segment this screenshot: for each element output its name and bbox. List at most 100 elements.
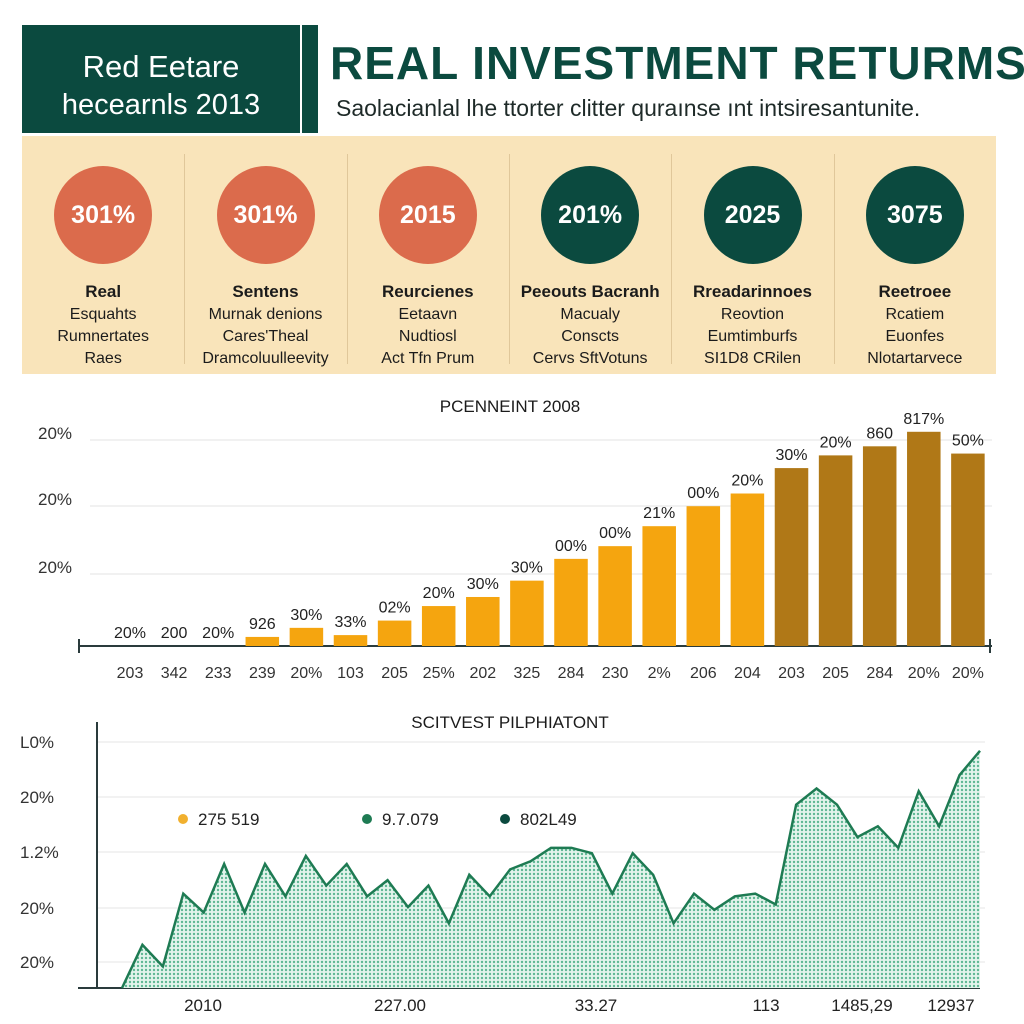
bar bbox=[554, 558, 588, 646]
x-tick-label: 284 bbox=[866, 665, 893, 682]
x-tick-label: 205 bbox=[381, 665, 408, 682]
y-tick-label: 1.2% bbox=[20, 843, 59, 862]
bar-value-label: 30% bbox=[467, 576, 499, 593]
stat-card: 301% Real Esquahts Rumnertates Raes bbox=[26, 152, 181, 367]
x-tick-label: 1485,29 bbox=[831, 996, 892, 1015]
bar-value-label: 30% bbox=[290, 607, 322, 624]
legend-marker bbox=[362, 814, 372, 824]
stat-title: Real bbox=[85, 282, 122, 301]
bar bbox=[686, 506, 721, 646]
stat-line: Murnak denions bbox=[208, 306, 323, 323]
y-tick-label: 20% bbox=[20, 899, 54, 918]
stat-separator bbox=[346, 154, 348, 364]
badge-line-2: hecearnls 2013 bbox=[61, 89, 261, 121]
x-tick-label: 205 bbox=[822, 665, 849, 682]
page-subtitle: Saolacianlal lhe ttorter clitter quraıns… bbox=[336, 95, 921, 121]
stat-line: Macualy bbox=[560, 306, 620, 323]
x-tick-label: 20% bbox=[952, 665, 984, 682]
stat-line: Dramcoluulleevity bbox=[202, 350, 329, 367]
bar-value-label: 02% bbox=[379, 600, 411, 617]
legend-marker bbox=[500, 814, 510, 824]
bar bbox=[510, 580, 544, 646]
bar bbox=[642, 526, 676, 646]
x-tick-label: 20% bbox=[908, 665, 940, 682]
stat-line: Conscts bbox=[561, 328, 620, 345]
stat-line: SI1D8 CRilen bbox=[704, 350, 801, 367]
bar bbox=[862, 446, 897, 646]
header-accent-bar bbox=[302, 25, 318, 133]
stat-line: Euonfes bbox=[885, 328, 945, 345]
x-tick-label: 325 bbox=[514, 665, 541, 682]
y-tick-label: 20% bbox=[38, 558, 72, 577]
stat-line: Nlotartarvece bbox=[867, 350, 963, 367]
x-tick-label: 239 bbox=[249, 665, 276, 682]
bar-value-label: 30% bbox=[511, 560, 543, 577]
bar bbox=[466, 596, 500, 646]
area-fill bbox=[122, 750, 980, 988]
bar-value-label: 926 bbox=[249, 616, 276, 633]
stat-value-circle: 2015 bbox=[378, 166, 477, 264]
bar bbox=[907, 431, 941, 646]
bar bbox=[598, 546, 632, 646]
stat-title: Reetroee bbox=[878, 282, 952, 301]
series-line bbox=[120, 749, 981, 989]
stat-line: Eumtimburfs bbox=[707, 328, 798, 345]
x-tick-label: 103 bbox=[337, 665, 364, 682]
bar-value-label: 33% bbox=[334, 614, 366, 631]
stat-card: 2015 Reurcienes Eetaavn Nudtiosl Act Tfn Pru… bbox=[350, 152, 505, 367]
stat-separator bbox=[509, 154, 510, 364]
x-tick-label: 284 bbox=[558, 665, 585, 682]
x-tick-label: 342 bbox=[161, 665, 188, 682]
stat-separator bbox=[833, 154, 835, 364]
bar bbox=[730, 493, 765, 646]
bar-value-label: 20% bbox=[731, 473, 763, 490]
stat-title: Reurcienes bbox=[381, 282, 474, 301]
y-tick-label: 20% bbox=[20, 953, 54, 972]
y-tick-label: L0% bbox=[20, 733, 54, 752]
legend-marker bbox=[178, 814, 188, 824]
stat-line: Rcatiem bbox=[885, 306, 945, 323]
bar bbox=[333, 635, 368, 646]
bar-value-label: 50% bbox=[952, 433, 984, 450]
page-title: REAL INVESTMENT RETURMS bbox=[330, 37, 1024, 89]
stat-value-circle: 3075 bbox=[865, 166, 964, 264]
bar-value-label: 00% bbox=[687, 485, 719, 502]
bar-value-label: 30% bbox=[775, 447, 807, 464]
stat-line: Esquahts bbox=[69, 306, 137, 323]
stat-line: Reovtion bbox=[720, 306, 785, 323]
x-tick-label: 203 bbox=[778, 665, 805, 682]
bar bbox=[774, 468, 809, 646]
bar bbox=[951, 453, 985, 646]
stat-line: Raes bbox=[84, 350, 122, 367]
stat-title: Rreadarinnoes bbox=[692, 282, 813, 301]
bar-value-label: 860 bbox=[866, 425, 893, 442]
bar-value-label: 200 bbox=[161, 625, 188, 642]
x-tick-label: 202 bbox=[469, 665, 496, 682]
legend-label: 275 519 bbox=[198, 810, 259, 829]
bar bbox=[245, 636, 280, 646]
y-tick-label: 20% bbox=[20, 788, 54, 807]
header-badge: Red Eetare hecearnls 2013 bbox=[22, 25, 300, 133]
x-tick-label: 20% bbox=[290, 665, 322, 682]
stat-card: 3075 Reetroee Rcatiem Euonfes Nlotartarvece bbox=[837, 152, 992, 367]
chart-title: SCITVEST PILPHIATONT bbox=[411, 713, 608, 732]
chart-title: PCENNEINT 2008 bbox=[440, 397, 580, 416]
bar-value-label: 817% bbox=[903, 411, 944, 428]
stat-title: Sentens bbox=[232, 282, 299, 301]
stat-card: 301% Sentens Murnak denions Cares'Theal Dram… bbox=[188, 152, 343, 367]
bar-value-label: 21% bbox=[643, 505, 675, 522]
x-tick-label: 233 bbox=[205, 665, 232, 682]
y-tick-label: 20% bbox=[38, 490, 72, 509]
stat-line: Eetaavn bbox=[398, 306, 458, 323]
stat-card: 201% Peeouts Bacranh Macualy Conscts Cervs S… bbox=[513, 152, 668, 367]
bar-chart: PCENNEINT 2008 20% 20% 20% 20% 203 200 342 20% 23… bbox=[38, 397, 992, 682]
x-tick-label: 230 bbox=[602, 665, 629, 682]
stat-value-circle: 301% bbox=[216, 166, 315, 264]
x-tick-label: 113 bbox=[752, 996, 779, 1015]
stat-card: 2025 Rreadarinnoes Reovtion Eumtimburfs SI1D… bbox=[675, 152, 830, 367]
bar bbox=[818, 455, 853, 646]
stat-value-circle: 201% bbox=[541, 166, 640, 264]
bar-value-label: 20% bbox=[820, 434, 852, 451]
badge-line-1: Red Eetare bbox=[82, 49, 240, 84]
stat-value-circle: 2025 bbox=[703, 166, 802, 264]
